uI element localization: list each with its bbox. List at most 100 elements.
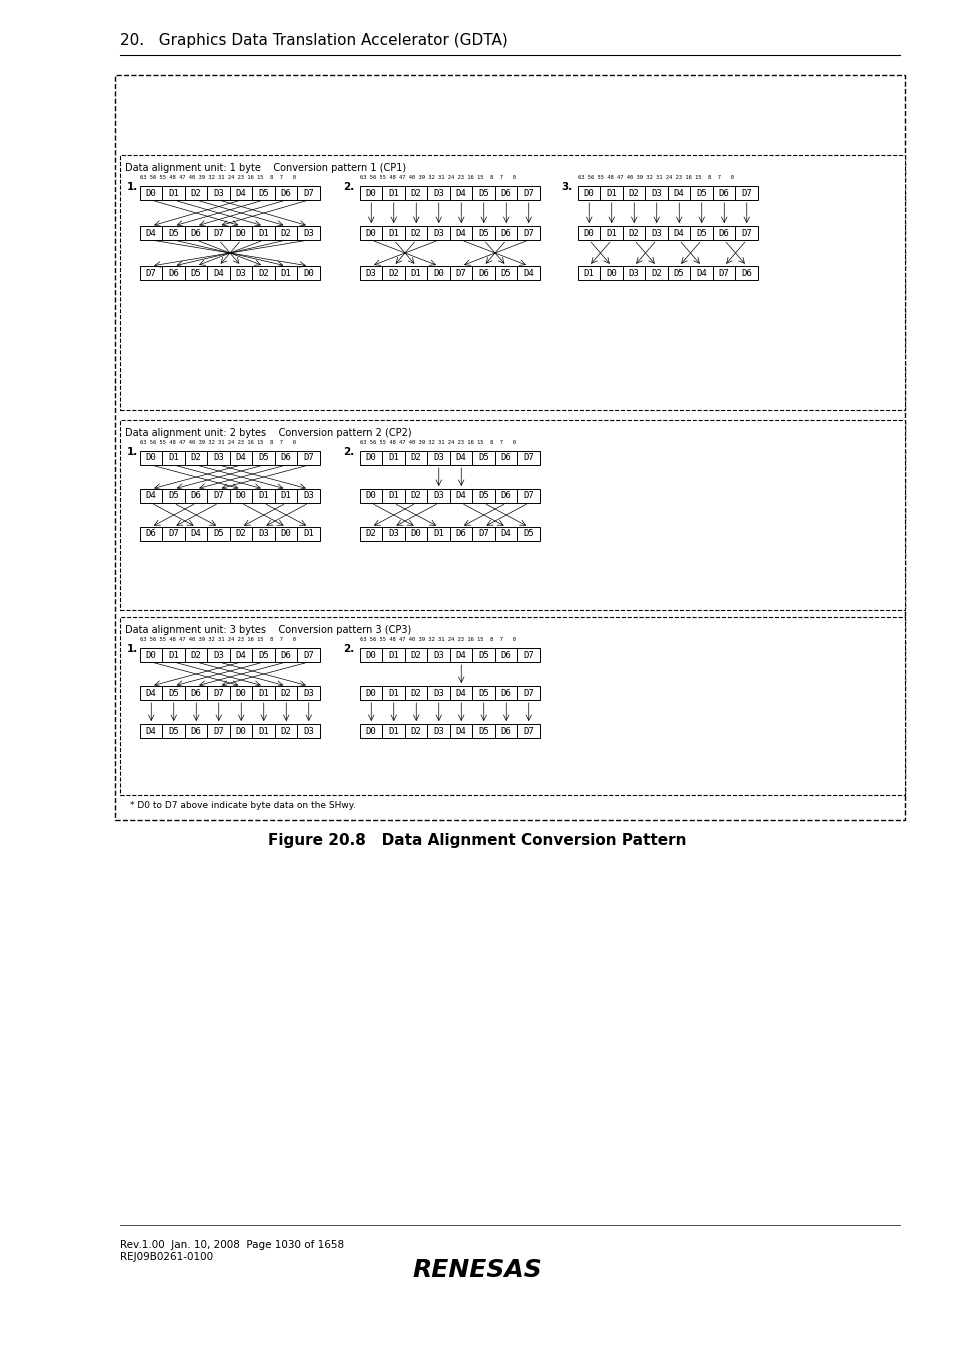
- Text: D3: D3: [628, 269, 639, 278]
- Text: D6: D6: [191, 726, 201, 736]
- Bar: [208, 489, 230, 504]
- Bar: [297, 451, 319, 464]
- Bar: [140, 648, 162, 662]
- Bar: [140, 526, 162, 541]
- Text: D5: D5: [477, 454, 489, 463]
- Bar: [495, 724, 517, 738]
- Text: D4: D4: [456, 726, 466, 736]
- Bar: [185, 451, 208, 464]
- Text: D2: D2: [411, 189, 421, 197]
- Bar: [405, 186, 427, 200]
- Text: D3: D3: [303, 688, 314, 698]
- Text: 63 56 55 48 47 40 39 32 31 24 23 16 15  8  7   0: 63 56 55 48 47 40 39 32 31 24 23 16 15 8…: [140, 637, 295, 643]
- Text: D0: D0: [235, 228, 247, 238]
- Bar: [359, 489, 382, 504]
- Bar: [274, 266, 297, 279]
- Text: D3: D3: [651, 228, 661, 238]
- Text: D5: D5: [258, 651, 269, 660]
- Text: D3: D3: [366, 269, 376, 278]
- Text: 63 56 55 48 47 40 39 32 31 24 23 16 15  8  7   0: 63 56 55 48 47 40 39 32 31 24 23 16 15 8…: [359, 440, 516, 446]
- Bar: [253, 186, 274, 200]
- Text: D5: D5: [477, 189, 489, 197]
- Bar: [622, 266, 645, 279]
- Text: D2: D2: [280, 688, 292, 698]
- Bar: [450, 526, 472, 541]
- Bar: [382, 225, 405, 240]
- Text: D2: D2: [191, 454, 201, 463]
- Text: D7: D7: [213, 491, 224, 501]
- Bar: [495, 648, 517, 662]
- Text: D7: D7: [740, 228, 751, 238]
- Text: D5: D5: [477, 228, 489, 238]
- Text: D1: D1: [280, 269, 292, 278]
- Text: D5: D5: [191, 269, 201, 278]
- Bar: [578, 225, 599, 240]
- Bar: [359, 724, 382, 738]
- Bar: [162, 225, 185, 240]
- Bar: [495, 266, 517, 279]
- Text: D2: D2: [411, 454, 421, 463]
- Text: D6: D6: [500, 651, 511, 660]
- Text: D2: D2: [235, 529, 247, 539]
- Text: RENESAS: RENESAS: [412, 1258, 541, 1282]
- Text: D3: D3: [213, 189, 224, 197]
- Text: D1: D1: [606, 228, 617, 238]
- Bar: [185, 686, 208, 701]
- Text: D6: D6: [146, 529, 156, 539]
- Text: Data alignment unit: 3 bytes    Conversion pattern 3 (CP3): Data alignment unit: 3 bytes Conversion …: [125, 625, 411, 634]
- Bar: [450, 451, 472, 464]
- Text: D5: D5: [673, 269, 684, 278]
- Bar: [297, 526, 319, 541]
- Text: D7: D7: [213, 688, 224, 698]
- Bar: [297, 186, 319, 200]
- Bar: [359, 451, 382, 464]
- Text: D0: D0: [366, 491, 376, 501]
- Bar: [162, 724, 185, 738]
- Bar: [253, 648, 274, 662]
- Text: D4: D4: [500, 529, 511, 539]
- Text: D1: D1: [388, 454, 398, 463]
- Bar: [359, 186, 382, 200]
- Text: D7: D7: [523, 228, 534, 238]
- Text: D7: D7: [523, 189, 534, 197]
- Text: D5: D5: [477, 688, 489, 698]
- Bar: [274, 186, 297, 200]
- Text: D5: D5: [477, 491, 489, 501]
- Bar: [712, 186, 735, 200]
- Text: D3: D3: [213, 651, 224, 660]
- Bar: [140, 451, 162, 464]
- Text: D7: D7: [523, 491, 534, 501]
- Text: D1: D1: [303, 529, 314, 539]
- Bar: [599, 186, 622, 200]
- Text: 3.: 3.: [560, 182, 572, 192]
- Text: D2: D2: [280, 726, 292, 736]
- Text: D1: D1: [388, 651, 398, 660]
- Bar: [274, 451, 297, 464]
- Text: D5: D5: [477, 651, 489, 660]
- Text: D2: D2: [628, 189, 639, 197]
- Text: 63 56 55 48 47 40 39 32 31 24 23 16 15  8  7   0: 63 56 55 48 47 40 39 32 31 24 23 16 15 8…: [578, 176, 733, 180]
- Text: D4: D4: [456, 688, 466, 698]
- Text: 2.: 2.: [343, 182, 354, 192]
- Text: D4: D4: [456, 454, 466, 463]
- Text: D6: D6: [280, 651, 292, 660]
- Bar: [517, 451, 539, 464]
- Text: D1: D1: [168, 189, 179, 197]
- Text: D2: D2: [411, 688, 421, 698]
- Bar: [297, 489, 319, 504]
- Text: Figure 20.8   Data Alignment Conversion Pattern: Figure 20.8 Data Alignment Conversion Pa…: [268, 833, 685, 848]
- Text: D3: D3: [433, 228, 444, 238]
- Bar: [645, 186, 667, 200]
- Text: D3: D3: [651, 189, 661, 197]
- Text: D0: D0: [235, 688, 247, 698]
- Bar: [162, 186, 185, 200]
- Text: D1: D1: [258, 228, 269, 238]
- Text: D0: D0: [235, 726, 247, 736]
- Text: D4: D4: [191, 529, 201, 539]
- Text: D2: D2: [258, 269, 269, 278]
- Bar: [208, 451, 230, 464]
- Text: 1.: 1.: [127, 644, 138, 653]
- Bar: [382, 724, 405, 738]
- Text: D6: D6: [719, 189, 729, 197]
- Text: D0: D0: [411, 529, 421, 539]
